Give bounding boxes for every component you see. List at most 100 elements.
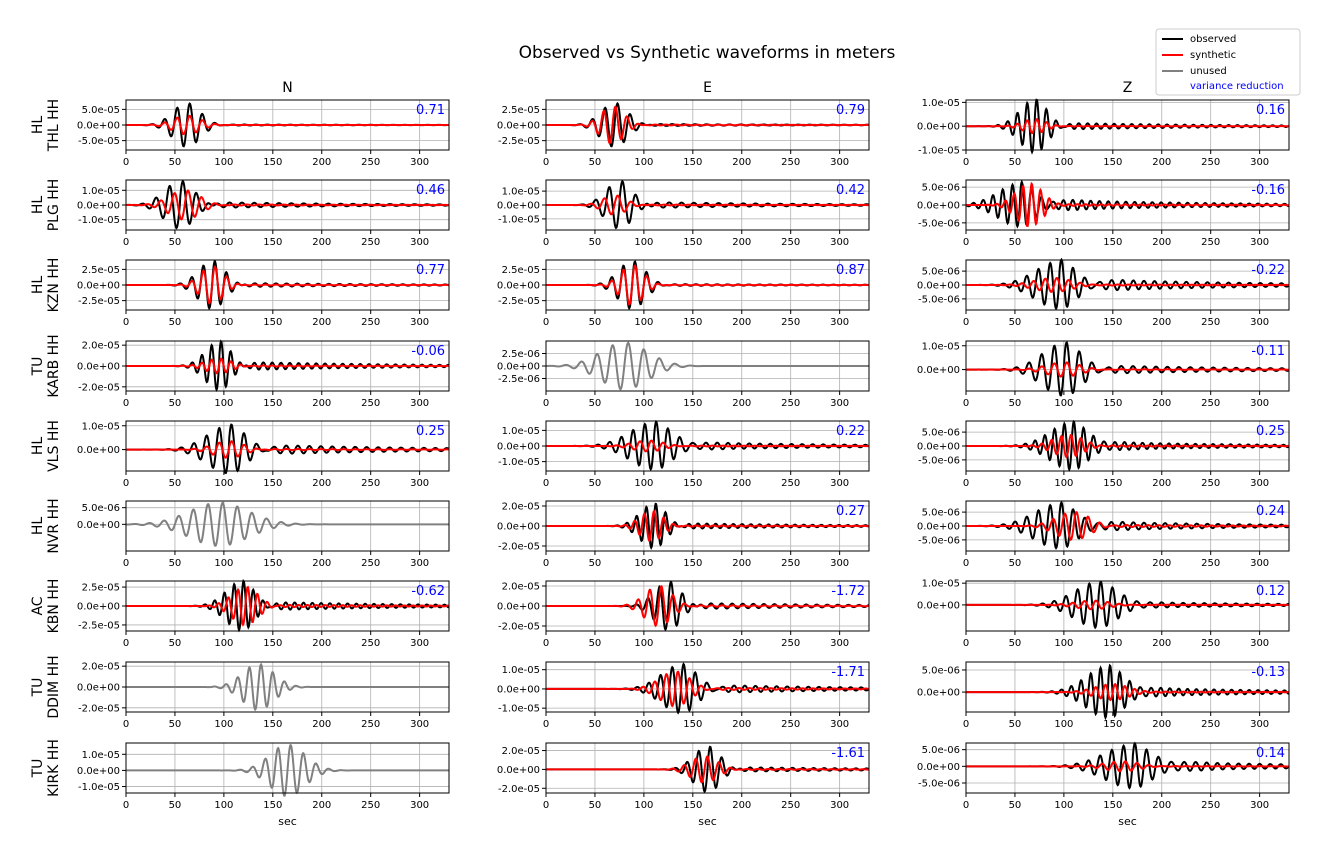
axes-frame xyxy=(125,420,450,472)
axes-frame xyxy=(965,99,1290,151)
x-tick-label: 200 xyxy=(312,638,331,649)
x-tick-label: 0 xyxy=(963,237,969,248)
x-tick-label: 150 xyxy=(1103,478,1122,489)
variance-reduction-value: 0.25 xyxy=(416,424,445,439)
station-label: TUKIRK HH xyxy=(30,739,62,797)
x-tick-label: 300 xyxy=(410,478,429,489)
variance-reduction-value: -0.62 xyxy=(411,584,445,599)
y-tick-label: -2.5e-05 xyxy=(78,296,120,307)
y-tick-label: 5.0e-06 xyxy=(82,503,120,514)
x-tick-label: 50 xyxy=(1009,800,1022,811)
x-tick-label: 250 xyxy=(781,800,800,811)
x-tick-label: 250 xyxy=(781,478,800,489)
y-tick-label: -1.0e-05 xyxy=(918,146,960,157)
legend-frame xyxy=(1155,28,1301,96)
panel-vls-n: 0 50 100 150 200 250 300 1.0e-05 0.0e+00 0.25 xyxy=(77,420,450,489)
x-tick-label: 300 xyxy=(1250,638,1269,649)
x-tick-label: 150 xyxy=(1103,398,1122,409)
x-tick-label: 0 xyxy=(963,638,969,649)
station-code: KARB HH xyxy=(46,334,62,397)
y-tick-label: -2.0e-05 xyxy=(498,542,540,553)
y-tick-label: 0.0e+00 xyxy=(497,281,540,292)
x-tick-label: 250 xyxy=(361,638,380,649)
synthetic-trace xyxy=(546,584,870,628)
x-tick-label: 150 xyxy=(683,157,702,168)
panel-kirk-n: 0 50 100 150 200 250 300 1.0e-05 0.0e+00 -1.0e-05… xyxy=(77,742,450,828)
synthetic-trace xyxy=(546,194,870,216)
x-tick-label: 250 xyxy=(781,237,800,248)
x-tick-label: 200 xyxy=(732,237,751,248)
y-tick-label: -2.0e-05 xyxy=(78,382,120,393)
x-tick-label: 200 xyxy=(1152,638,1171,649)
y-tick-label: 0.0e+00 xyxy=(77,766,120,777)
x-tick-label: 250 xyxy=(361,800,380,811)
x-tick-label: 50 xyxy=(589,558,602,569)
x-tick-label: 150 xyxy=(683,719,702,730)
y-tick-label: 0.0e+00 xyxy=(917,522,960,533)
y-tick-label: -5.0e-06 xyxy=(918,455,960,466)
y-tick-label: 5.0e-06 xyxy=(922,508,960,519)
y-tick-label: 0.0e+00 xyxy=(917,201,960,212)
y-tick-label: 2.0e-05 xyxy=(502,582,540,593)
y-tick-label: -1.0e-05 xyxy=(498,457,540,468)
station-code: PLG HH xyxy=(46,179,62,232)
network-code: HL xyxy=(30,116,46,135)
panel-kzn-z: 0 50 100 150 200 250 300 5.0e-06 0.0e+00 -5.0e-06… xyxy=(917,257,1290,328)
x-tick-label: 200 xyxy=(732,157,751,168)
y-tick-label: -5.0e-06 xyxy=(918,779,960,790)
panel-karb-z: 0 50 100 150 200 250 300 1.0e-05 0.0e+00 -0.11 xyxy=(917,340,1290,409)
synthetic-trace xyxy=(546,509,870,543)
y-tick-label: 0.0e+00 xyxy=(497,522,540,533)
y-tick-label: 1.0e-05 xyxy=(922,579,960,590)
variance-reduction-value: 0.79 xyxy=(836,103,865,118)
panel-vls-z: 0 50 100 150 200 250 300 5.0e-06 0.0e+00 -5.0e-06… xyxy=(917,419,1290,489)
x-tick-label: 300 xyxy=(410,719,429,730)
panel-thl-e: 0 50 100 150 200 250 300 2.5e-05 0.0e+00 -2.5e-05… xyxy=(497,99,870,168)
network-code: TU xyxy=(30,357,46,377)
x-tick-label: 0 xyxy=(963,317,969,328)
x-tick-label: 0 xyxy=(963,398,969,409)
y-tick-label: 0.0e+00 xyxy=(917,122,960,133)
y-tick-label: 5.0e-06 xyxy=(922,183,960,194)
x-tick-label: 100 xyxy=(1054,237,1073,248)
x-tick-label: 0 xyxy=(543,800,549,811)
y-tick-label: -5.0e-05 xyxy=(78,136,120,147)
x-tick-label: 50 xyxy=(1009,157,1022,168)
y-tick-label: -2.5e-06 xyxy=(498,374,540,385)
y-tick-label: 0.0e+00 xyxy=(917,688,960,699)
x-tick-label: 250 xyxy=(781,157,800,168)
legend-unused-label: unused xyxy=(1190,66,1227,77)
x-tick-label: 100 xyxy=(1054,398,1073,409)
x-tick-label: 0 xyxy=(123,638,129,649)
x-tick-label: 0 xyxy=(543,558,549,569)
panel-karb-e: 0 50 100 150 200 250 300 2.5e-06 0.0e+00-2.5e-06 xyxy=(497,340,870,409)
panel-kzn-n: 0 50 100 150 200 250 300 2.5e-05 0.0e+00 -2.5e-05… xyxy=(77,259,450,328)
x-tick-label: 100 xyxy=(1054,719,1073,730)
synthetic-trace xyxy=(546,264,870,307)
x-tick-label: 100 xyxy=(214,478,233,489)
y-tick-label: 0.0e+00 xyxy=(77,602,120,613)
x-tick-label: 200 xyxy=(312,719,331,730)
x-tick-label: 50 xyxy=(589,719,602,730)
variance-reduction-value: 0.24 xyxy=(1256,504,1285,519)
station-label: TUDDIM HH xyxy=(30,655,62,718)
station-row-plg-hh: HLPLG HH 0 50 100 150 200 250 300 1.0e-05 0.0e+00… xyxy=(30,179,1290,248)
x-tick-label: 300 xyxy=(830,800,849,811)
x-tick-label: 150 xyxy=(683,800,702,811)
x-tick-label: 300 xyxy=(1250,157,1269,168)
x-tick-label: 300 xyxy=(1250,237,1269,248)
x-tick-label: 100 xyxy=(214,237,233,248)
panel-kzn-e: 0 50 100 150 200 250 300 2.5e-05 0.0e+00 -2.5e-05… xyxy=(497,259,870,328)
x-tick-label: 250 xyxy=(361,398,380,409)
x-tick-label: 300 xyxy=(410,398,429,409)
x-tick-label: 200 xyxy=(312,237,331,248)
x-tick-label: 100 xyxy=(214,638,233,649)
x-tick-label: 0 xyxy=(963,478,969,489)
y-tick-label: 2.5e-05 xyxy=(82,265,120,276)
panel-thl-z: 0 50 100 150 200 250 300 1.0e-05 0.0e+00 -1.0e-05… xyxy=(917,98,1290,168)
x-tick-label: 250 xyxy=(781,638,800,649)
unused-trace xyxy=(126,662,449,712)
axes-frame xyxy=(125,742,450,794)
x-axis-label: sec xyxy=(1118,815,1137,828)
